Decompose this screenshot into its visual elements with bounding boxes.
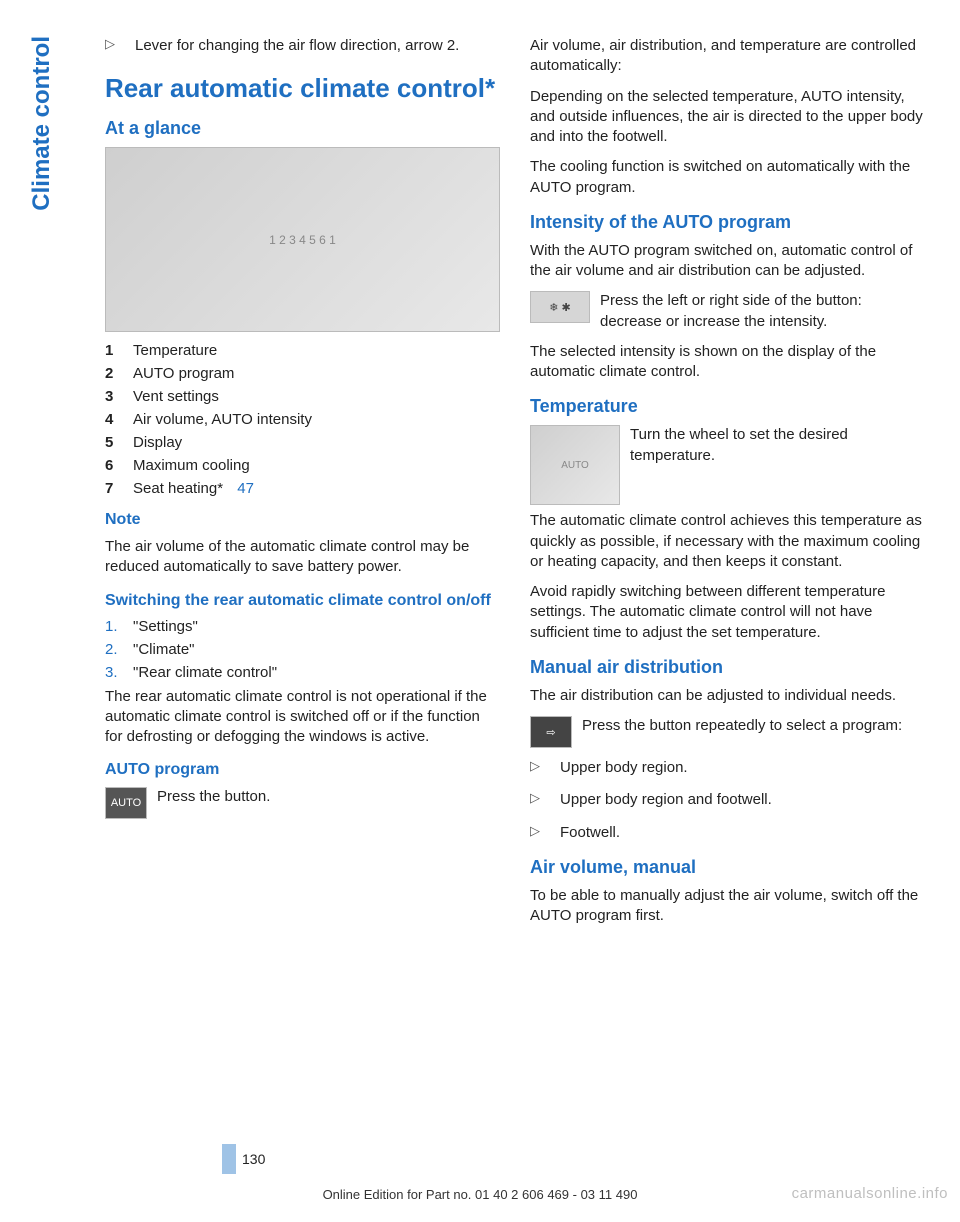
page-number-block: 130 (222, 1144, 265, 1174)
paragraph: The air distribution can be adjusted to … (530, 686, 925, 706)
paragraph: Air volume, air distribution, and temper… (530, 36, 925, 77)
switch-paragraph: The rear automatic climate control is no… (105, 687, 500, 748)
left-column: ▷ Lever for changing the air flow direct… (105, 36, 500, 936)
page-link[interactable]: 47 (237, 480, 254, 497)
step-item: 1."Settings" (105, 618, 500, 635)
manual-button-row: ⇨ Press the button repeatedly to select … (530, 716, 925, 748)
auto-button-row: AUTO Press the button. (105, 787, 500, 819)
paragraph: The automatic climate control achieves t… (530, 511, 925, 572)
step-item: 3."Rear climate control" (105, 664, 500, 681)
legend-item: 4Air volume, AUTO intensity (105, 411, 500, 428)
subheading-air-volume: Air volume, manual (530, 857, 925, 878)
temperature-dial-image: AUTO (530, 425, 620, 505)
bullet-text: Lever for changing the air flow directio… (135, 36, 500, 56)
right-column: Air volume, air distribution, and temper… (530, 36, 925, 936)
subheading-auto-program: AUTO program (105, 761, 500, 779)
bullet-marker: ▷ (530, 790, 560, 810)
legend-item: 2AUTO program (105, 365, 500, 382)
temperature-block: AUTO Turn the wheel to set the desired t… (530, 425, 925, 511)
bullet-item: ▷Footwell. (530, 823, 925, 843)
paragraph: The selected intensity is shown on the d… (530, 342, 925, 383)
subheading-intensity: Intensity of the AUTO program (530, 212, 925, 233)
legend-item: 1Temperature (105, 342, 500, 359)
step-item: 2."Climate" (105, 641, 500, 658)
bullet-text: Footwell. (560, 823, 925, 843)
auto-icon: AUTO (105, 787, 147, 819)
bullet-marker: ▷ (530, 823, 560, 843)
steps-list: 1."Settings" 2."Climate" 3."Rear climate… (105, 618, 500, 681)
legend-item: 3Vent settings (105, 388, 500, 405)
bullet-text: Upper body region. (560, 758, 925, 778)
intensity-instruction: Press the left or right side of the butt… (600, 291, 925, 332)
subheading-temperature: Temperature (530, 396, 925, 417)
paragraph: With the AUTO program switched on, autom… (530, 241, 925, 282)
legend-item: 6Maximum cooling (105, 457, 500, 474)
bullet-text: Upper body region and footwell. (560, 790, 925, 810)
auto-instruction: Press the button. (157, 787, 500, 819)
page-number-bar (222, 1144, 236, 1174)
page-content: ▷ Lever for changing the air flow direct… (105, 36, 935, 936)
subheading-at-a-glance: At a glance (105, 118, 500, 139)
bullet-item: ▷ Lever for changing the air flow direct… (105, 36, 500, 56)
paragraph: Avoid rapidly switching between differen… (530, 582, 925, 643)
bullet-marker: ▷ (530, 758, 560, 778)
subheading-switching: Switching the rear automatic climate con… (105, 592, 500, 610)
paragraph: Depending on the selected temperature, A… (530, 87, 925, 148)
subheading-manual-air: Manual air distribution (530, 657, 925, 678)
section-heading: Rear automatic climate control* (105, 74, 500, 104)
bullet-item: ▷Upper body region and footwell. (530, 790, 925, 810)
paragraph: The cooling function is switched on auto… (530, 157, 925, 198)
paragraph: To be able to manually adjust the air vo… (530, 886, 925, 927)
air-distribution-icon: ⇨ (530, 716, 572, 748)
bullet-marker: ▷ (105, 36, 135, 56)
legend-list: 1Temperature 2AUTO program 3Vent setting… (105, 342, 500, 497)
legend-item: 5Display (105, 434, 500, 451)
page-number: 130 (242, 1151, 265, 1167)
manual-instruction: Press the button repeatedly to select a … (582, 716, 925, 748)
intensity-button-row: ❄ ✱ Press the left or right side of the … (530, 291, 925, 332)
intensity-icon: ❄ ✱ (530, 291, 590, 323)
legend-item: 7 Seat heating* 47 (105, 480, 500, 497)
watermark: carmanualsonline.info (792, 1185, 948, 1202)
note-paragraph: The air volume of the automatic climate … (105, 537, 500, 578)
side-tab: Climate control (28, 36, 56, 211)
bullet-item: ▷Upper body region. (530, 758, 925, 778)
rear-climate-panel-image: 1 2 3 4 5 6 1 (105, 147, 500, 332)
subheading-note: Note (105, 511, 500, 529)
legend-text: Seat heating* (133, 480, 223, 497)
